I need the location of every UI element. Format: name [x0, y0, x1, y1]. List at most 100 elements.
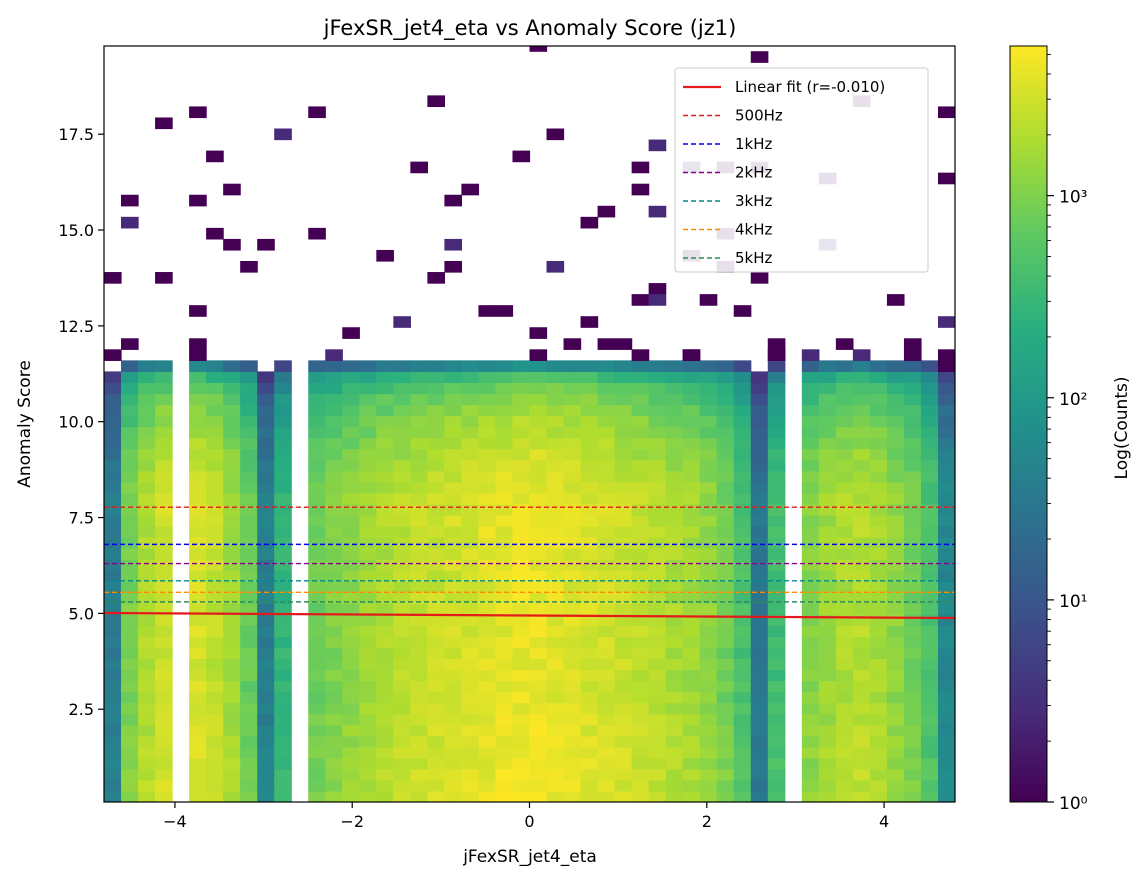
heatmap-cell — [750, 382, 769, 395]
heatmap-cell — [240, 647, 258, 660]
heatmap-cell — [274, 658, 292, 671]
heatmap-cell — [920, 691, 939, 704]
heatmap-cell — [614, 790, 633, 802]
heatmap-cell — [104, 647, 122, 660]
heatmap-cell — [767, 570, 786, 582]
heatmap-cell — [886, 581, 905, 593]
heatmap-cell — [580, 757, 599, 770]
heatmap-cell — [240, 393, 258, 406]
heatmap-cell — [444, 658, 463, 671]
heatmap-cell — [665, 481, 684, 494]
heatmap-cell — [716, 691, 735, 704]
heatmap-cell — [903, 349, 922, 361]
heatmap-cell — [699, 415, 718, 428]
heatmap-cell — [597, 691, 616, 704]
heatmap-cell — [138, 360, 156, 372]
heatmap-cell — [801, 735, 820, 748]
heatmap-cell — [342, 625, 360, 637]
y-axis-label: Anomaly Score — [15, 360, 35, 488]
heatmap-cell — [223, 481, 241, 494]
heatmap-cell — [189, 548, 207, 560]
heatmap-cell — [597, 448, 616, 461]
heatmap-cell — [308, 559, 326, 571]
heatmap-cell — [920, 735, 939, 748]
heatmap-cell — [869, 382, 888, 395]
heatmap-cell — [563, 537, 582, 549]
heatmap-cell — [274, 426, 292, 439]
heatmap-cell — [104, 459, 122, 472]
heatmap-cell — [580, 581, 599, 593]
heatmap-cell — [614, 625, 633, 637]
heatmap-cell — [682, 680, 701, 693]
heatmap-cell — [563, 382, 582, 395]
heatmap-cell — [257, 581, 275, 593]
heatmap-cell — [835, 559, 854, 571]
heatmap-cell — [308, 525, 326, 538]
heatmap-cell — [801, 658, 820, 671]
heatmap-cell — [495, 702, 514, 715]
heatmap-cell — [614, 581, 633, 593]
heatmap-cell — [427, 702, 445, 715]
heatmap-cell — [750, 459, 769, 472]
heatmap-cell — [869, 592, 888, 604]
heatmap-cell — [597, 768, 616, 781]
heatmap-cell — [206, 492, 224, 505]
heatmap-cell — [699, 393, 718, 406]
heatmap-cell — [410, 437, 428, 450]
heatmap-cell — [648, 636, 667, 649]
heatmap-cell — [478, 360, 497, 372]
heatmap-cell — [223, 581, 241, 593]
heatmap-cell — [461, 548, 480, 560]
heatmap-cell — [852, 735, 871, 748]
heatmap-cell — [614, 537, 633, 549]
heatmap-cell — [665, 636, 684, 649]
heatmap-cell — [410, 746, 428, 759]
heatmap-cell — [665, 647, 684, 660]
heatmap-cell — [512, 625, 531, 637]
heatmap-cell — [818, 525, 837, 538]
heatmap-cell — [580, 625, 599, 637]
heatmap-cell — [733, 581, 752, 593]
heatmap-cell — [512, 448, 531, 461]
heatmap-cell — [325, 614, 343, 626]
heatmap-cell — [155, 525, 173, 538]
heatmap-cell — [155, 581, 173, 593]
heatmap-cell — [614, 757, 633, 770]
heatmap-cell — [342, 581, 360, 593]
heatmap-cell — [529, 614, 548, 626]
x-tick-label: 4 — [879, 812, 889, 831]
heatmap-cell — [631, 492, 650, 505]
heatmap-cell — [393, 382, 411, 395]
heatmap-cell — [444, 779, 463, 792]
heatmap-cell — [767, 658, 786, 671]
heatmap-cell — [495, 492, 514, 505]
heatmap-cell — [427, 691, 445, 704]
heatmap-cell — [138, 779, 156, 792]
heatmap-cell — [376, 691, 394, 704]
heatmap-cell — [410, 691, 428, 704]
heatmap-cell — [223, 724, 241, 737]
heatmap-cell — [257, 647, 275, 660]
heatmap-cell — [733, 603, 752, 615]
heatmap-cell — [359, 481, 377, 494]
heatmap-cell — [716, 426, 735, 439]
heatmap-cell — [733, 592, 752, 604]
heatmap-cell — [648, 537, 667, 549]
heatmap-cell — [546, 691, 565, 704]
heatmap-cell — [665, 537, 684, 549]
heatmap-cell — [733, 470, 752, 483]
heatmap-cell — [801, 713, 820, 726]
heatmap-cell — [444, 592, 463, 604]
heatmap-cell — [869, 735, 888, 748]
heatmap-cell — [648, 492, 667, 505]
heatmap-cell — [427, 459, 445, 472]
heatmap-cell — [104, 448, 122, 461]
heatmap-cell — [393, 548, 411, 560]
heatmap-cell — [750, 790, 769, 802]
heatmap-cell — [461, 735, 480, 748]
heatmap-cell — [155, 570, 173, 582]
heatmap-cell — [886, 514, 905, 527]
heatmap-cell — [699, 426, 718, 439]
heatmap-cell — [325, 492, 343, 505]
heatmap-cell — [716, 382, 735, 395]
